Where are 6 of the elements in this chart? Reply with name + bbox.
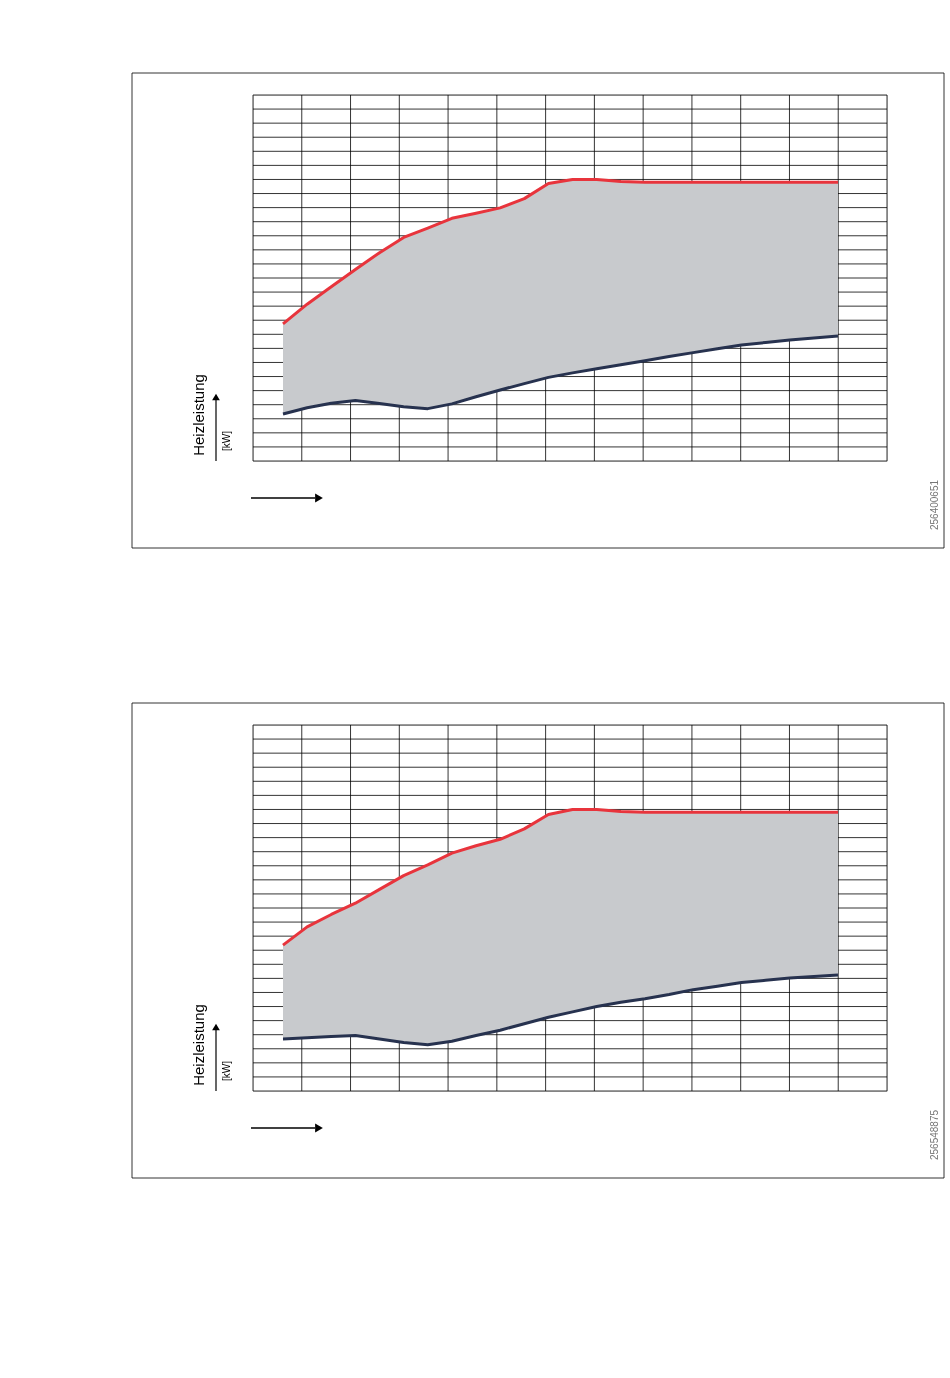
y-axis-title: Heizleistung: [190, 374, 207, 456]
y-axis-title: Heizleistung: [190, 1004, 207, 1086]
text: 256548875: [929, 1109, 940, 1161]
y2-axis-title: [kW]: [221, 1060, 232, 1081]
y2-axis-title: [kW]: [221, 430, 232, 451]
text: 256400651: [929, 479, 940, 531]
